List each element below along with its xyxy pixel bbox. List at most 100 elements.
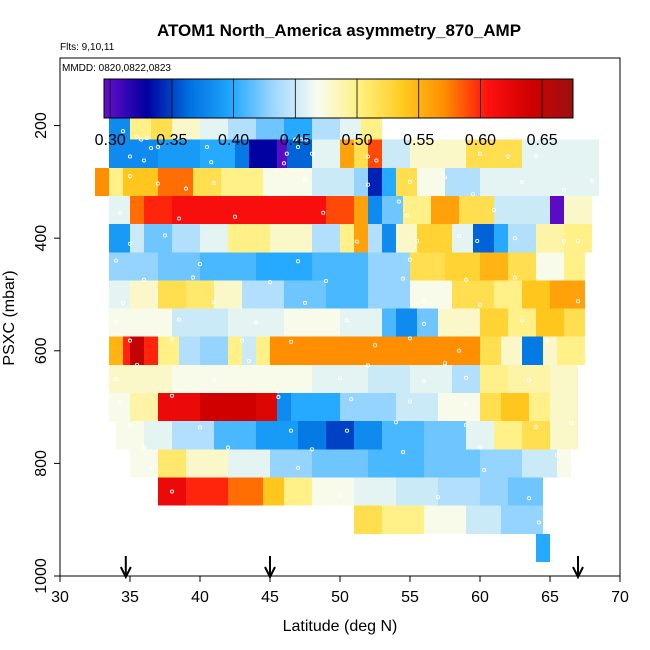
sample-point (463, 375, 469, 380)
heatmap-cell (228, 449, 270, 478)
heatmap-cell (193, 167, 221, 196)
heatmap-cell (109, 252, 158, 281)
heatmap-cell (396, 167, 417, 196)
heatmap-cell (564, 252, 585, 281)
heatmap-cell (410, 280, 452, 309)
heatmap-cell (256, 252, 312, 281)
heatmap-cell (228, 308, 284, 337)
sample-point (477, 445, 483, 450)
sample-point (407, 336, 413, 341)
heatmap-cell (249, 139, 277, 168)
colorbar-ticks: 0.30 0.35 0.40 0.45 0.50 0.55 0.60 0.65 (95, 79, 558, 149)
sample-point (155, 144, 161, 150)
heatmap-cell (522, 336, 543, 365)
sample-point (246, 358, 252, 363)
y-axis-label: PSXC (mbar) (1, 270, 18, 365)
sample-point (134, 362, 140, 367)
sample-point (396, 199, 401, 204)
sample-point (288, 339, 294, 344)
sample-point (519, 179, 525, 184)
x-tick-label: 50 (331, 589, 349, 606)
latitude-arrow (264, 556, 276, 580)
heatmap-cell (312, 477, 354, 506)
sample-point (536, 520, 541, 525)
heatmap-cell (158, 449, 186, 478)
heatmap-cell (186, 449, 228, 478)
heatmap-cell (109, 139, 158, 168)
heatmap-cell (284, 280, 326, 309)
sample-point (162, 233, 168, 238)
heatmap-cell (508, 308, 536, 337)
heatmap-cell (354, 139, 368, 168)
sample-point (533, 424, 539, 429)
chart-title: ATOM1 North_America asymmetry_870_AMP (157, 21, 521, 40)
sample-point (293, 137, 298, 142)
heatmap-cell (466, 421, 494, 450)
sample-point (421, 299, 427, 304)
heatmap-cell (109, 336, 123, 365)
sample-point (561, 238, 567, 244)
heatmap-cell (172, 195, 326, 225)
heatmap-cell (466, 505, 501, 534)
colorbar-tick-label: 0.55 (403, 132, 434, 149)
heatmap-cell (494, 421, 522, 450)
heatmap-cell (550, 393, 578, 422)
sample-point (209, 160, 214, 165)
heatmap-cell (473, 224, 494, 253)
heatmap-cell (564, 308, 585, 337)
heatmap-cell (354, 195, 368, 225)
heatmap-cell (508, 252, 536, 281)
heatmap-cell (144, 195, 172, 225)
heatmap-cell (340, 111, 361, 140)
colorbar-tick-label: 0.50 (341, 132, 372, 149)
colorbar-tick-label: 0.40 (218, 132, 249, 149)
heatmap-cell (564, 224, 592, 253)
heatmap-cell (501, 393, 529, 422)
heatmap-cell (480, 393, 501, 422)
sample-point (190, 275, 196, 280)
sample-point (344, 318, 350, 323)
sample-point (475, 238, 480, 244)
heatmap-cell (382, 308, 396, 337)
heatmap-cell (109, 111, 130, 140)
heatmap-cell (354, 477, 396, 506)
x-tick-label: 40 (191, 589, 209, 606)
heatmap-cell (109, 280, 130, 309)
sample-point (169, 489, 175, 494)
heatmap-cell (522, 139, 599, 168)
sample-point (176, 317, 182, 322)
heatmap-cell (529, 393, 550, 422)
sample-point (232, 214, 238, 219)
sample-point (512, 236, 518, 241)
heatmap-cell (214, 421, 256, 450)
sample-point (204, 144, 210, 150)
heatmap-cell (480, 252, 508, 281)
heatmap-cell (158, 477, 186, 506)
heatmap-cell (130, 224, 144, 253)
sample-point (421, 379, 427, 384)
x-axis: 30 35 40 45 50 55 60 65 70 (51, 576, 629, 606)
heatmap-cell (200, 252, 256, 281)
heatmap-cell (312, 252, 368, 281)
heatmap-cell (396, 224, 417, 253)
sample-point (309, 447, 315, 452)
sample-point (127, 423, 133, 428)
heatmap-cell (158, 167, 193, 196)
heatmap-cell (417, 167, 445, 196)
heatmap-cell (298, 421, 326, 450)
sample-point (400, 276, 406, 281)
sample-point (225, 445, 231, 450)
heatmap-cell (438, 393, 480, 422)
sample-point (526, 378, 532, 383)
heatmap-cell (109, 167, 123, 196)
heatmap-cell (417, 224, 452, 253)
sample-point (211, 180, 217, 186)
heatmap-cell (277, 139, 287, 168)
sample-point (211, 378, 217, 383)
sample-point (463, 402, 469, 407)
x-tick-label: 65 (541, 589, 559, 606)
heatmap-cell (130, 111, 151, 140)
heatmap-cell (438, 308, 480, 337)
sample-point (295, 144, 301, 150)
sample-point (197, 425, 203, 430)
